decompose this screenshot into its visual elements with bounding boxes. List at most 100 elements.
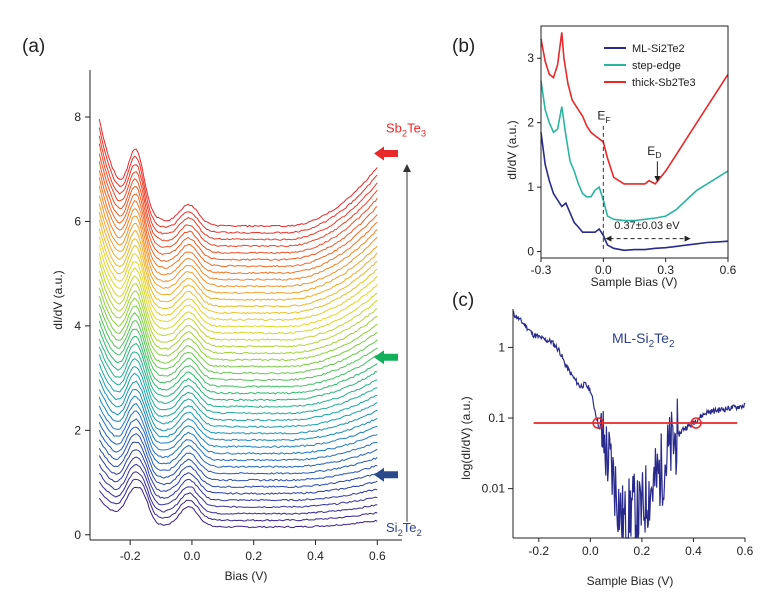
c-threshold-marker — [690, 417, 702, 429]
b-gap-arrow-right — [684, 235, 691, 242]
panel-c-label: (c) — [452, 290, 474, 311]
c-y-axis-label: log(dI/dV) (a.u.) — [459, 396, 473, 479]
a-series-line — [98, 135, 378, 241]
a-series-line — [98, 320, 378, 388]
b-x-tick-label: 0.3 — [657, 263, 674, 277]
a-annotations: Sb2Te3 Si2Te2 — [374, 121, 426, 538]
a-series-line — [98, 449, 378, 495]
a-curves — [98, 118, 378, 529]
a-y-axis-label: dI/dV (a.u.) — [51, 270, 65, 329]
panel-c-chart: -0.2 0.0 0.2 0.4 0.6 0.01 0.1 1 ML-Si2Te2 — [482, 309, 754, 558]
a-series-line — [98, 177, 378, 275]
b-y-tick-label: 0 — [527, 245, 534, 259]
panel-a-chart: -0.2 0.0 0.2 0.4 0.6 0 2 4 6 8 Sb2Te3 Si2Te2 — [74, 70, 426, 563]
b-axes: -0.3 0.0 0.3 0.6 0 1 2 3 — [527, 25, 737, 277]
a-series-line — [98, 304, 378, 375]
panel-b-label: (b) — [452, 36, 475, 57]
a-sweep-arrow-head — [403, 164, 411, 172]
a-series-line — [98, 388, 378, 442]
b-series-line — [540, 132, 729, 252]
b-x-tick-label: 0.0 — [595, 263, 612, 277]
a-series-line — [98, 228, 378, 315]
panel-a-label: (a) — [22, 36, 45, 57]
a-series-line — [98, 245, 378, 328]
b-y-tick-label: 2 — [527, 116, 534, 130]
a-series-line — [98, 426, 378, 475]
a-series-line — [98, 418, 378, 469]
a-y-tick-label: 6 — [74, 214, 81, 228]
a-label-si2te2: Si2Te2 — [386, 520, 422, 538]
b-ed-arrow-head — [654, 175, 661, 182]
a-axes: -0.2 0.0 0.2 0.4 0.6 0 2 4 6 8 — [74, 70, 402, 563]
a-series-line — [98, 170, 378, 268]
a-series-line — [98, 471, 378, 515]
a-label-sb2te3: Sb2Te3 — [386, 121, 426, 139]
a-x-tick-label: 0.6 — [369, 549, 386, 563]
a-series-line — [98, 279, 378, 355]
c-series-line — [512, 310, 746, 539]
a-series-line — [98, 313, 378, 382]
b-gap-arrow-left — [605, 235, 612, 242]
a-series-line — [98, 261, 378, 342]
b-legend: ML-Si2Te2 step-edge thick-Sb2Te3 — [604, 43, 696, 89]
c-x-tick-label: 0.4 — [685, 544, 702, 558]
a-series-line — [98, 372, 378, 428]
a-x-tick-label: 0.0 — [184, 549, 201, 563]
a-x-tick-label: -0.2 — [120, 549, 141, 563]
a-series-line — [98, 203, 378, 295]
b-series-line — [540, 80, 729, 222]
c-x-tick-label: 0.2 — [634, 544, 651, 558]
a-series-line — [98, 287, 378, 362]
b-y-axis-label: dI/dV (a.u.) — [505, 120, 519, 179]
a-y-tick-label: 8 — [74, 110, 81, 124]
a-series-line — [98, 441, 378, 489]
c-x-axis-label: Sample Bias (V) — [587, 574, 674, 588]
a-series-line — [98, 363, 378, 422]
b-ef-label: EF — [597, 108, 610, 124]
b-x-tick-label: 0.6 — [720, 263, 737, 277]
a-series-line — [98, 403, 378, 455]
a-series-line — [98, 127, 378, 234]
a-series-line — [98, 211, 378, 301]
b-legend-label: step-edge — [632, 60, 681, 72]
a-series-line — [98, 354, 378, 415]
b-y-tick-label: 3 — [527, 51, 534, 65]
a-series-line — [98, 161, 378, 261]
c-annotations: ML-Si2Te2 — [533, 330, 738, 429]
a-marker-arrow — [374, 350, 398, 365]
a-series-line — [98, 253, 378, 335]
c-threshold-marker — [592, 417, 604, 429]
b-curves — [540, 32, 729, 252]
a-y-tick-label: 2 — [74, 423, 81, 437]
c-curves — [512, 310, 746, 539]
a-series-line — [98, 478, 378, 522]
c-y-tick-label: 0.01 — [482, 482, 506, 496]
c-y-tick-label: 0.1 — [488, 411, 505, 425]
b-frame — [540, 25, 729, 259]
a-series-line — [98, 236, 378, 322]
a-series-line — [98, 270, 378, 348]
a-x-tick-label: 0.2 — [245, 549, 262, 563]
a-series-line — [98, 379, 378, 435]
a-series-line — [98, 456, 378, 502]
a-marker-arrow — [374, 146, 398, 161]
panel-b-chart: -0.3 0.0 0.3 0.6 0 1 2 3 EF ED 0.37±0.03 eV ML-Si… — [527, 25, 737, 277]
b-y-tick-label: 1 — [527, 180, 534, 194]
c-title: ML-Si2Te2 — [612, 330, 675, 350]
c-y-tick-label: 1 — [498, 340, 505, 354]
a-x-tick-label: 0.4 — [307, 549, 324, 563]
b-ed-label: ED — [647, 144, 661, 160]
a-series-line — [98, 195, 378, 288]
b-annotations: EF ED 0.37±0.03 eV — [597, 108, 691, 252]
a-series-line — [98, 219, 378, 308]
a-series-line — [98, 410, 378, 462]
b-x-axis-label: Sample Bias (V) — [591, 275, 678, 289]
a-series-line — [98, 143, 378, 248]
b-series-line — [540, 32, 729, 185]
a-series-line — [98, 395, 378, 449]
a-marker-arrow — [374, 467, 398, 482]
b-gap-label: 0.37±0.03 eV — [614, 220, 680, 232]
a-y-tick-label: 4 — [74, 319, 81, 333]
b-legend-label: ML-Si2Te2 — [632, 43, 685, 55]
